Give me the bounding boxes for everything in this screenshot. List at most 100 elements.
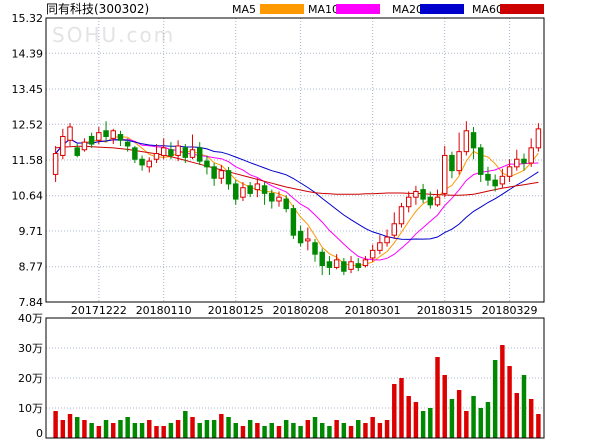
candle	[103, 121, 109, 143]
candle-body	[168, 149, 174, 156]
candle	[88, 132, 95, 148]
candle	[506, 159, 513, 183]
candle	[175, 140, 181, 162]
volume-grid	[46, 347, 544, 409]
candle-body	[74, 147, 80, 156]
date-tick-label: 20180125	[208, 304, 264, 317]
candle-body	[377, 242, 383, 251]
volume-bar	[456, 390, 462, 438]
candle	[492, 174, 498, 192]
candle	[139, 155, 145, 171]
candle	[384, 229, 390, 247]
candle-body	[117, 134, 124, 141]
legend-swatch-ma10	[336, 4, 380, 14]
volume-bar	[89, 423, 94, 438]
volume-bar	[435, 357, 440, 438]
candle-body	[420, 189, 426, 200]
candle-body	[506, 166, 513, 177]
volume-tick-label: 0	[36, 427, 43, 440]
volume-bar	[233, 423, 238, 438]
candle	[189, 134, 196, 160]
candle	[355, 257, 361, 272]
candle-body	[312, 242, 318, 255]
candle-body	[96, 132, 102, 141]
volume-panel-frame	[45, 317, 545, 439]
volume-bar	[341, 423, 347, 438]
candle	[441, 145, 448, 198]
legend-swatch-ma60	[500, 4, 544, 14]
volume-bar	[132, 423, 138, 438]
candle-body	[146, 160, 153, 168]
candle	[398, 202, 405, 228]
candle	[499, 168, 506, 188]
candle	[305, 227, 311, 251]
candle-body	[441, 154, 448, 194]
candle-body	[233, 183, 239, 200]
candle-body	[521, 158, 527, 164]
candle	[233, 180, 239, 205]
volume-bar	[348, 426, 354, 438]
chart-title: 同有科技(300302)	[46, 2, 149, 16]
candle	[434, 189, 441, 207]
candle-body	[225, 170, 232, 185]
volume-bar	[96, 426, 102, 438]
candle-body	[463, 130, 470, 153]
candle	[333, 254, 340, 270]
volume-bar	[370, 417, 375, 438]
volume-bar	[500, 345, 505, 438]
date-tick-label: 20180110	[136, 304, 192, 317]
candle-body	[405, 196, 412, 208]
candle-body	[398, 206, 405, 225]
candle-body	[456, 151, 462, 172]
candle-body	[478, 147, 484, 175]
legend-label-ma10: MA10	[308, 3, 339, 16]
price-tick-label: 8.77	[19, 261, 44, 274]
candle-body	[283, 198, 289, 210]
candle-body	[196, 147, 203, 162]
date-tick-label: 20180208	[273, 304, 329, 317]
candle	[254, 178, 261, 198]
volume-bar	[125, 417, 130, 438]
volume-bar	[363, 423, 368, 438]
candle	[391, 212, 398, 239]
candle	[211, 163, 217, 186]
candle-body	[204, 160, 210, 168]
candle	[377, 235, 383, 255]
volume-bar	[82, 420, 87, 438]
volume-bar	[154, 426, 159, 438]
price-tick-label: 14.39	[12, 47, 44, 60]
candle	[514, 149, 520, 171]
volume-bar	[255, 423, 260, 438]
volume-bar	[428, 408, 433, 438]
volume-bar	[392, 384, 397, 438]
volume-tick-label: 10万	[18, 402, 43, 415]
volume-bar	[139, 423, 145, 438]
volume-bar	[262, 426, 267, 438]
volume-bar	[103, 420, 109, 438]
volume-bar	[442, 375, 447, 438]
volume-bar	[327, 426, 332, 438]
volume-bar	[111, 423, 116, 438]
candle	[341, 257, 347, 276]
volume-bar	[53, 411, 58, 438]
volume-bars	[53, 345, 541, 438]
candle	[124, 138, 131, 152]
candle-body	[81, 141, 88, 151]
date-tick-label: 20180315	[417, 304, 473, 317]
volume-bar	[161, 426, 166, 438]
volume-bar	[399, 378, 404, 438]
price-tick-label: 11.58	[12, 154, 44, 167]
volume-bar	[60, 420, 66, 438]
legend-label-ma20: MA20	[392, 3, 423, 16]
candle	[528, 138, 534, 167]
candle-body	[269, 192, 275, 202]
candle	[413, 185, 419, 205]
candle-body	[110, 130, 116, 139]
candle-body	[333, 259, 340, 268]
ma-lines	[55, 136, 539, 267]
candle-body	[247, 185, 253, 194]
candle-body	[528, 147, 534, 164]
candle	[297, 225, 304, 247]
candle-body	[362, 259, 369, 267]
volume-bar	[269, 423, 275, 438]
